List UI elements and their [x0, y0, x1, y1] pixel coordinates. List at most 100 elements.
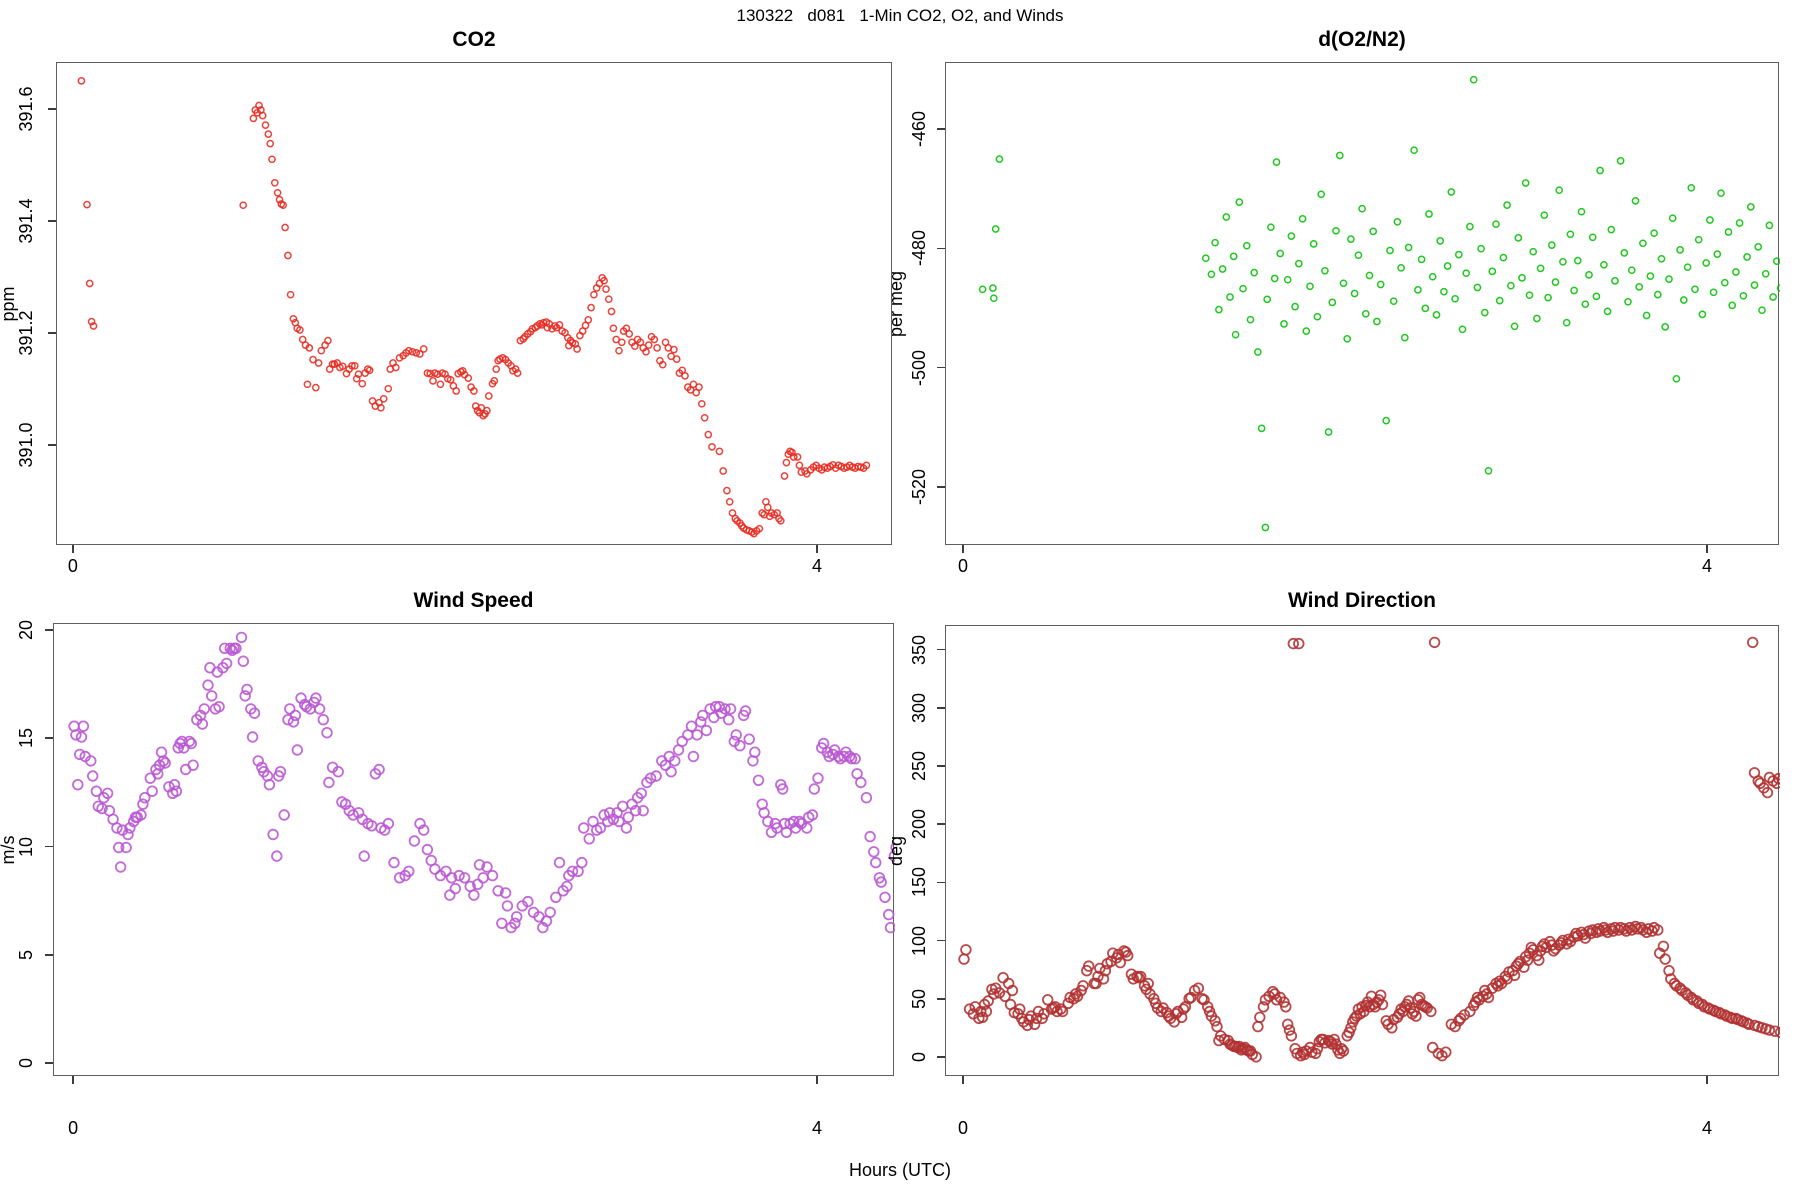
data-point	[1761, 269, 1770, 278]
data-point	[1414, 286, 1422, 294]
data-point	[187, 759, 199, 771]
data-point	[849, 752, 861, 765]
data-point	[1250, 268, 1259, 277]
data-point	[1747, 636, 1759, 649]
data-point	[246, 731, 259, 743]
y-axis-label-co2: ppm	[0, 286, 18, 322]
x-tick-label: 0	[67, 556, 78, 576]
data-point	[1428, 272, 1437, 281]
data-point	[1765, 221, 1774, 230]
data-point	[235, 631, 248, 644]
data-point	[477, 872, 489, 884]
data-point	[291, 744, 304, 756]
data-point	[1092, 970, 1104, 983]
data-point	[1365, 271, 1374, 280]
data-point	[812, 772, 824, 784]
data-point	[1389, 297, 1398, 306]
data-point	[449, 882, 462, 895]
data-point	[1624, 921, 1636, 934]
data-point	[1570, 927, 1582, 940]
data-point	[725, 497, 734, 506]
data-point	[743, 733, 755, 745]
data-point	[1754, 243, 1763, 251]
data-point	[1495, 296, 1504, 305]
x-tick-label: 0	[68, 1118, 79, 1138]
data-point	[1525, 941, 1538, 954]
data-point	[458, 366, 467, 375]
data-point	[1272, 158, 1281, 166]
data-point	[249, 114, 258, 123]
data-point	[323, 776, 335, 789]
panel-title-wind_speed: Wind Speed	[413, 589, 534, 612]
data-point	[789, 453, 798, 461]
y-tick-label: 5	[16, 949, 36, 960]
data-point	[511, 911, 523, 923]
data-point	[446, 375, 455, 384]
scatter-wind_direction	[958, 636, 1780, 1063]
data-point	[1404, 1002, 1417, 1014]
y-tick	[937, 247, 945, 249]
data-point	[332, 765, 344, 778]
data-point	[1776, 284, 1780, 292]
y-tick	[45, 954, 53, 956]
x-tick-label: 0	[957, 556, 968, 576]
data-point	[1006, 984, 1019, 997]
data-point	[185, 737, 198, 750]
data-point	[1492, 220, 1500, 229]
data-point	[419, 345, 428, 353]
data-point	[665, 765, 677, 778]
data-point	[436, 380, 445, 389]
data-point	[1235, 198, 1244, 206]
data-point	[241, 683, 253, 696]
data-point	[1386, 1022, 1398, 1034]
data-point	[1555, 186, 1564, 195]
data-point	[555, 321, 564, 329]
data-point	[594, 822, 607, 834]
data-point	[486, 869, 499, 882]
data-point	[1739, 291, 1748, 300]
data-point	[1616, 157, 1625, 165]
data-point	[1373, 317, 1381, 326]
data-point	[1257, 424, 1266, 433]
data-point	[1201, 254, 1210, 263]
data-point	[1427, 1041, 1439, 1054]
data-point	[483, 406, 491, 415]
data-point	[1728, 301, 1737, 310]
data-point	[1657, 940, 1670, 953]
data-point	[980, 1005, 993, 1018]
data-point	[198, 703, 211, 715]
data-point	[1317, 190, 1326, 199]
data-point	[748, 528, 756, 536]
data-point	[314, 359, 323, 367]
data-point	[452, 387, 461, 395]
data-point	[1646, 272, 1655, 280]
data-point	[429, 863, 441, 875]
data-point	[1436, 237, 1445, 245]
data-point	[1335, 151, 1344, 160]
data-point	[490, 377, 499, 385]
y-tick-label: 391.2	[16, 310, 36, 356]
data-point	[1440, 1046, 1452, 1058]
data-point	[287, 716, 300, 728]
data-point	[1443, 262, 1452, 270]
data-point	[1345, 1022, 1357, 1034]
data-point	[263, 778, 276, 791]
data-point	[522, 895, 534, 908]
data-point	[1514, 234, 1523, 242]
data-point	[1706, 216, 1714, 224]
data-point	[271, 850, 283, 862]
data-point	[617, 800, 629, 813]
data-point	[602, 285, 610, 293]
data-point	[845, 752, 858, 765]
data-point	[1685, 991, 1698, 1004]
data-point	[958, 953, 970, 965]
data-point	[496, 917, 508, 930]
data-point	[999, 990, 1011, 1003]
data-point	[1480, 308, 1489, 317]
y-tick	[937, 998, 945, 1000]
data-point	[1041, 994, 1054, 1006]
data-point	[1428, 636, 1441, 649]
data-point	[1133, 972, 1145, 984]
data-point	[576, 856, 588, 869]
data-point	[429, 377, 437, 385]
